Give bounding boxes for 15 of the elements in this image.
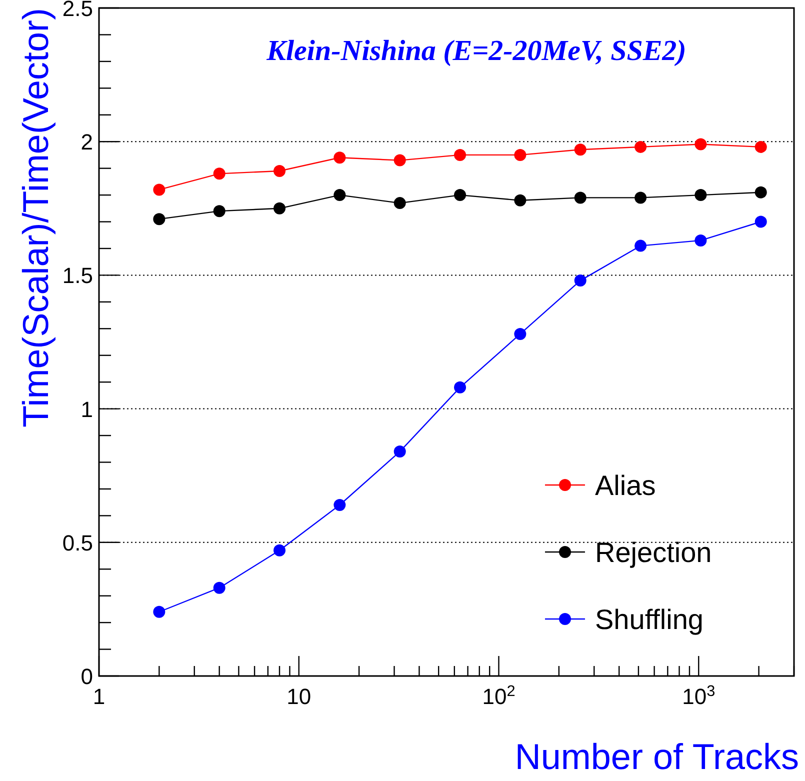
- text: Klein-Nishina (E=2-20MeV, SSE2): [266, 35, 686, 67]
- y-tick-label: 0.5: [62, 530, 93, 556]
- y-tick-label: 0: [80, 664, 93, 689]
- x-tick-label: 10$^{3}$: [682, 682, 716, 709]
- y-tick-label: 1.5: [62, 263, 93, 288]
- y-tick-label: 1: [80, 396, 93, 422]
- legend-label: Rejection: [595, 537, 712, 568]
- y-tick-label: 2.5: [62, 0, 93, 21]
- x-tick-label: 10: [286, 684, 312, 709]
- legend-label: Alias: [595, 470, 656, 501]
- legend-label: Shuffling: [595, 604, 704, 635]
- y-tick-label: 2: [80, 130, 93, 155]
- x-axis-title: Number of Tracks: [514, 736, 799, 777]
- y-axis-title: Time(Scalar)/Time(Vector): [15, 8, 56, 428]
- x-tick-label: 10$^{2}$: [482, 682, 516, 709]
